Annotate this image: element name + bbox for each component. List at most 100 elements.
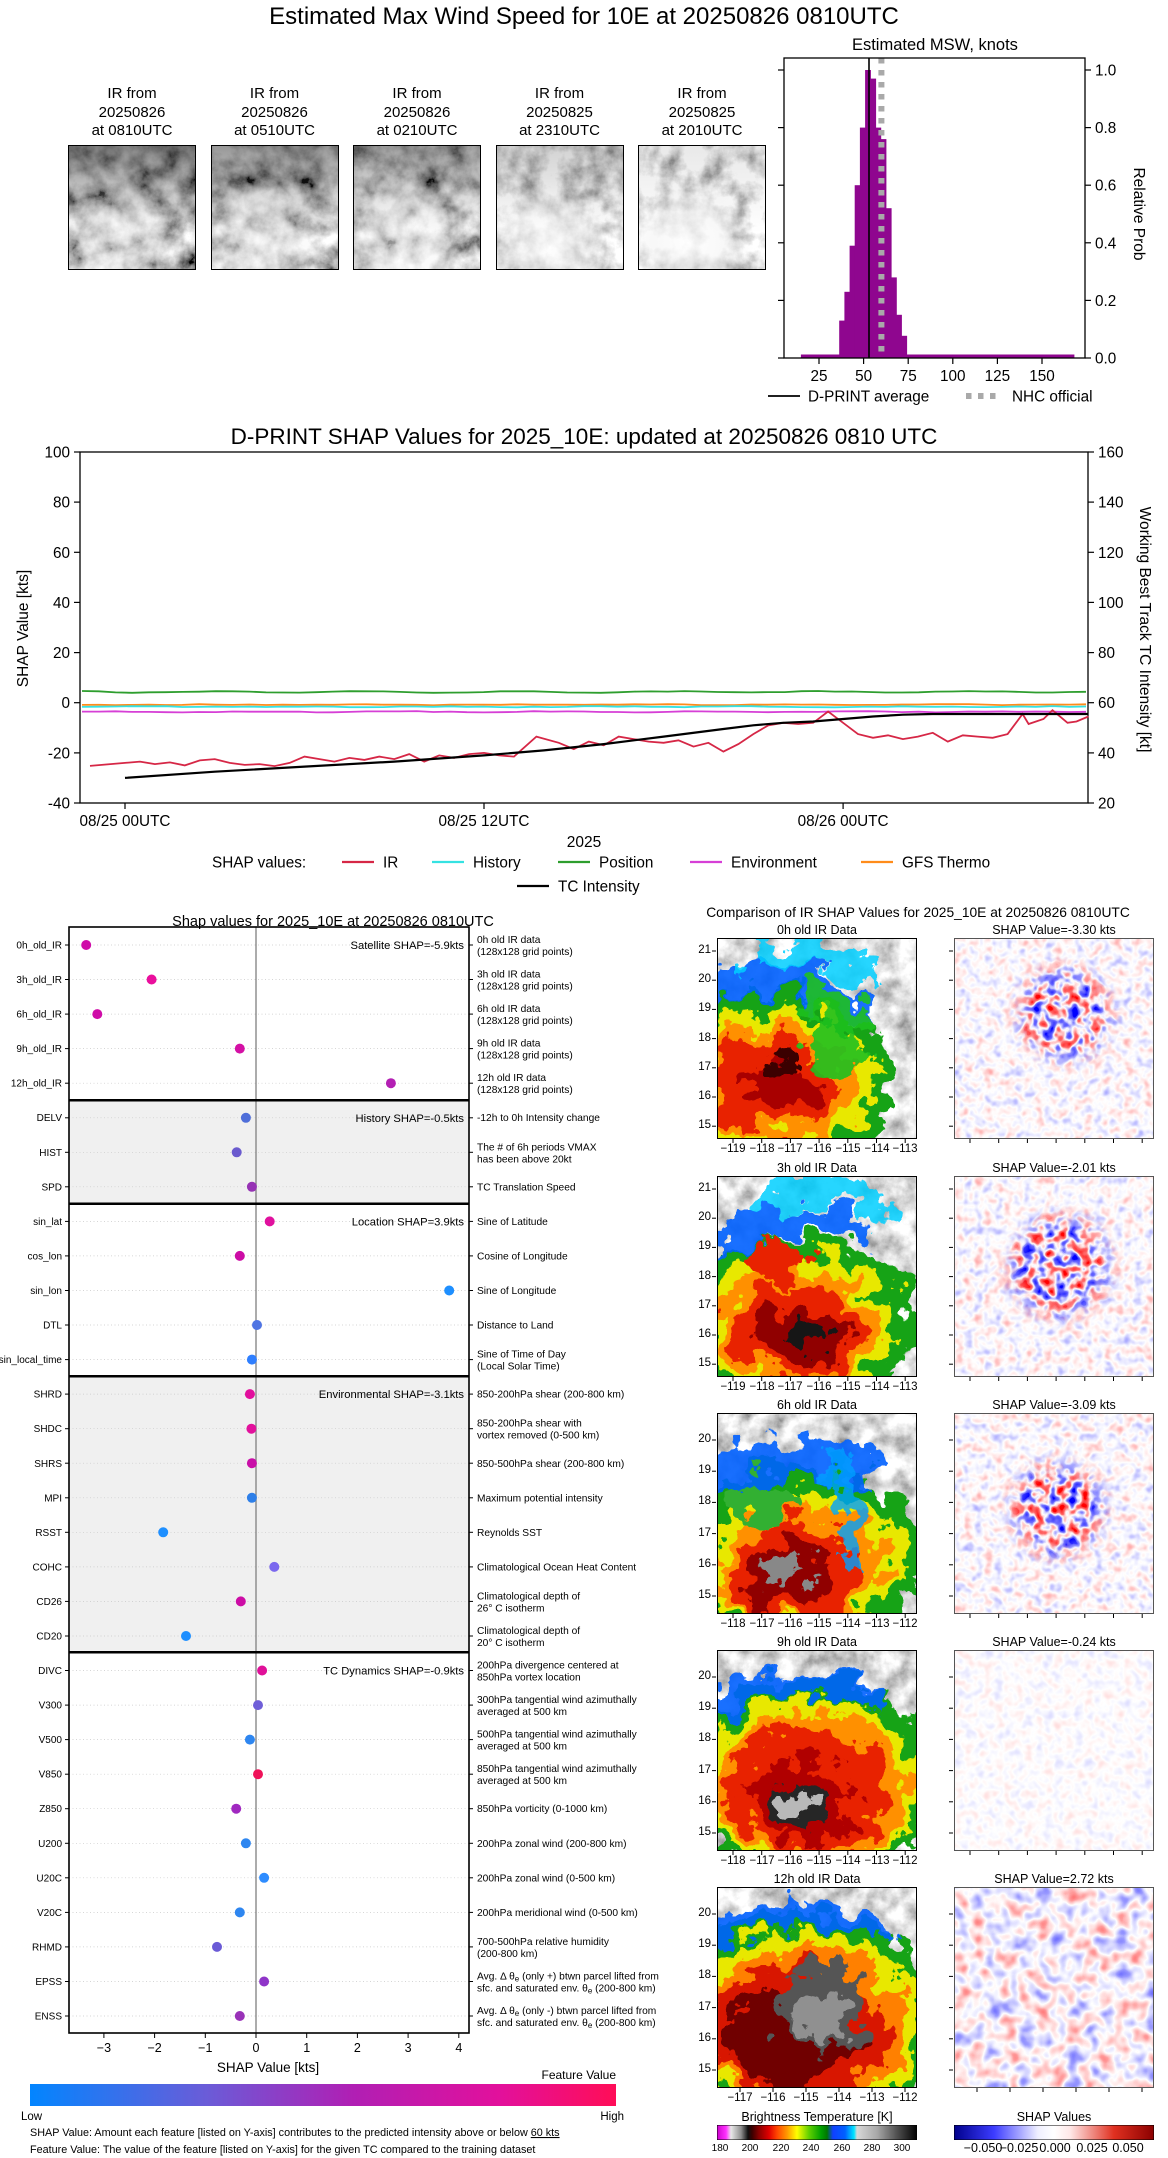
svg-text:200hPa zonal wind (200-800 km): 200hPa zonal wind (200-800 km): [477, 1839, 627, 1850]
svg-text:SHAP Value [kts]: SHAP Value [kts]: [217, 2060, 319, 2075]
svg-text:vortex removed (0-500 km): vortex removed (0-500 km): [477, 1431, 599, 1442]
svg-text:(200-800 km): (200-800 km): [477, 1949, 538, 1960]
svg-text:-12h to 0h Intensity change: -12h to 0h Intensity change: [477, 1113, 600, 1124]
svg-text:850hPa vortex location: 850hPa vortex location: [477, 1673, 581, 1684]
svg-text:The # of 6h periods VMAX: The # of 6h periods VMAX: [477, 1142, 597, 1153]
svg-text:60: 60: [1098, 695, 1115, 712]
svg-text:Environment: Environment: [731, 855, 818, 872]
svg-text:−2: −2: [147, 2041, 161, 2055]
svg-text:80: 80: [1098, 645, 1115, 662]
svg-text:26° C isotherm: 26° C isotherm: [477, 1603, 545, 1614]
svg-text:Sine of Longitude: Sine of Longitude: [477, 1286, 557, 1297]
svg-text:0: 0: [61, 695, 70, 712]
svg-text:V300: V300: [39, 1701, 63, 1712]
svg-text:100: 100: [44, 445, 70, 462]
svg-text:Climatological Ocean Heat Cont: Climatological Ocean Heat Content: [477, 1562, 636, 1573]
svg-text:U20C: U20C: [36, 1873, 62, 1884]
svg-text:HIST: HIST: [39, 1148, 62, 1159]
svg-text:ENSS: ENSS: [35, 2012, 63, 2023]
svg-text:850hPa tangential wind azimuth: 850hPa tangential wind azimuthally: [477, 1764, 638, 1775]
svg-text:Satellite SHAP=-5.9kts: Satellite SHAP=-5.9kts: [351, 940, 465, 952]
svg-text:0h old IR data: 0h old IR data: [477, 935, 541, 946]
svg-text:RHMD: RHMD: [32, 1942, 62, 1953]
svg-text:25: 25: [810, 368, 827, 385]
svg-text:(128x128 grid points): (128x128 grid points): [477, 947, 573, 958]
svg-text:850-200hPa shear (200-800 km): 850-200hPa shear (200-800 km): [477, 1390, 624, 1401]
svg-text:12h_old_IR: 12h_old_IR: [11, 1079, 62, 1090]
svg-text:Position: Position: [599, 855, 653, 872]
svg-text:160: 160: [1098, 445, 1124, 462]
svg-text:SHAP Value: Amount each featur: SHAP Value: Amount each feature [listed …: [30, 2127, 560, 2139]
svg-text:1.0: 1.0: [1095, 63, 1116, 80]
svg-text:200hPa zonal wind (0-500 km): 200hPa zonal wind (0-500 km): [477, 1873, 615, 1884]
svg-text:-20: -20: [48, 745, 70, 762]
svg-text:History SHAP=-0.5kts: History SHAP=-0.5kts: [356, 1113, 465, 1125]
svg-text:DELV: DELV: [37, 1113, 63, 1124]
svg-text:Maximum potential intensity: Maximum potential intensity: [477, 1493, 604, 1504]
svg-text:-40: -40: [48, 796, 70, 813]
svg-text:NHC official: NHC official: [1012, 389, 1092, 406]
svg-text:700-500hPa relative humidity: 700-500hPa relative humidity: [477, 1937, 610, 1948]
svg-text:(Local Solar Time): (Local Solar Time): [477, 1362, 560, 1373]
svg-text:SHDC: SHDC: [34, 1424, 62, 1435]
svg-text:300hPa tangential wind azimuth: 300hPa tangential wind azimuthally: [477, 1695, 638, 1706]
svg-text:12h old IR data: 12h old IR data: [477, 1073, 546, 1084]
svg-text:SHAP Value [kts]: SHAP Value [kts]: [15, 570, 32, 687]
svg-text:500hPa tangential wind azimuth: 500hPa tangential wind azimuthally: [477, 1730, 638, 1741]
svg-text:0.0: 0.0: [1095, 351, 1116, 368]
svg-text:DIVC: DIVC: [38, 1666, 62, 1677]
svg-text:20: 20: [53, 645, 70, 662]
svg-text:40: 40: [53, 595, 70, 612]
svg-text:Reynolds SST: Reynolds SST: [477, 1528, 542, 1539]
svg-text:MPI: MPI: [44, 1493, 62, 1504]
svg-text:(128x128 grid points): (128x128 grid points): [477, 1016, 573, 1027]
svg-text:(128x128 grid points): (128x128 grid points): [477, 1051, 573, 1062]
svg-text:Sine of Latitude: Sine of Latitude: [477, 1217, 548, 1228]
svg-text:TC Translation Speed: TC Translation Speed: [477, 1182, 576, 1193]
svg-text:Climatological depth of: Climatological depth of: [477, 1591, 580, 1602]
svg-text:TC Dynamics SHAP=-0.9kts: TC Dynamics SHAP=-0.9kts: [323, 1666, 464, 1678]
svg-text:200hPa divergence centered at: 200hPa divergence centered at: [477, 1661, 619, 1672]
svg-text:D-PRINT average: D-PRINT average: [808, 389, 929, 406]
svg-text:Distance to Land: Distance to Land: [477, 1321, 554, 1332]
svg-text:sfc. and saturated env. θe (20: sfc. and saturated env. θe (200-800 km): [477, 2018, 656, 2030]
svg-text:SHRD: SHRD: [34, 1390, 62, 1401]
svg-text:40: 40: [1098, 745, 1115, 762]
svg-text:Feature Value: The value of th: Feature Value: The value of the feature …: [30, 2144, 535, 2156]
svg-text:DTL: DTL: [43, 1321, 62, 1332]
svg-text:0: 0: [253, 2041, 260, 2055]
svg-text:Estimated MSW, knots: Estimated MSW, knots: [852, 36, 1018, 54]
svg-text:(128x128 grid points): (128x128 grid points): [477, 982, 573, 993]
svg-text:−1: −1: [198, 2041, 212, 2055]
svg-text:50: 50: [855, 368, 872, 385]
svg-text:9h old IR data: 9h old IR data: [477, 1039, 541, 1050]
svg-text:1: 1: [303, 2041, 310, 2055]
svg-text:−3: −3: [97, 2041, 111, 2055]
svg-text:4: 4: [455, 2041, 462, 2055]
svg-text:Sine of Time of Day: Sine of Time of Day: [477, 1350, 567, 1361]
svg-text:Location SHAP=3.9kts: Location SHAP=3.9kts: [352, 1216, 465, 1228]
svg-text:0.6: 0.6: [1095, 178, 1116, 195]
svg-text:TC Intensity: TC Intensity: [558, 879, 640, 896]
svg-text:0.4: 0.4: [1095, 235, 1117, 252]
svg-text:(128x128 grid points): (128x128 grid points): [477, 1085, 573, 1096]
svg-text:3h_old_IR: 3h_old_IR: [16, 975, 62, 986]
svg-text:Cosine of Longitude: Cosine of Longitude: [477, 1251, 568, 1262]
svg-text:CD20: CD20: [36, 1632, 62, 1643]
svg-text:0.2: 0.2: [1095, 293, 1116, 310]
svg-text:Feature Value: Feature Value: [542, 2068, 617, 2082]
svg-text:08/26 00UTC: 08/26 00UTC: [798, 813, 889, 830]
svg-text:100: 100: [940, 368, 966, 385]
svg-text:75: 75: [900, 368, 917, 385]
svg-text:V500: V500: [39, 1735, 63, 1746]
svg-text:SPD: SPD: [41, 1182, 62, 1193]
svg-text:6h old IR data: 6h old IR data: [477, 1004, 541, 1015]
svg-text:sin_lon: sin_lon: [30, 1286, 62, 1297]
svg-text:IR: IR: [383, 855, 398, 872]
svg-text:averaged at 500 km: averaged at 500 km: [477, 1707, 567, 1718]
svg-text:cos_lon: cos_lon: [28, 1251, 62, 1262]
svg-text:2: 2: [354, 2041, 361, 2055]
svg-text:850hPa vorticity (0-1000 km): 850hPa vorticity (0-1000 km): [477, 1804, 607, 1815]
svg-text:sin_local_time: sin_local_time: [0, 1355, 62, 1366]
svg-text:9h_old_IR: 9h_old_IR: [16, 1044, 62, 1055]
